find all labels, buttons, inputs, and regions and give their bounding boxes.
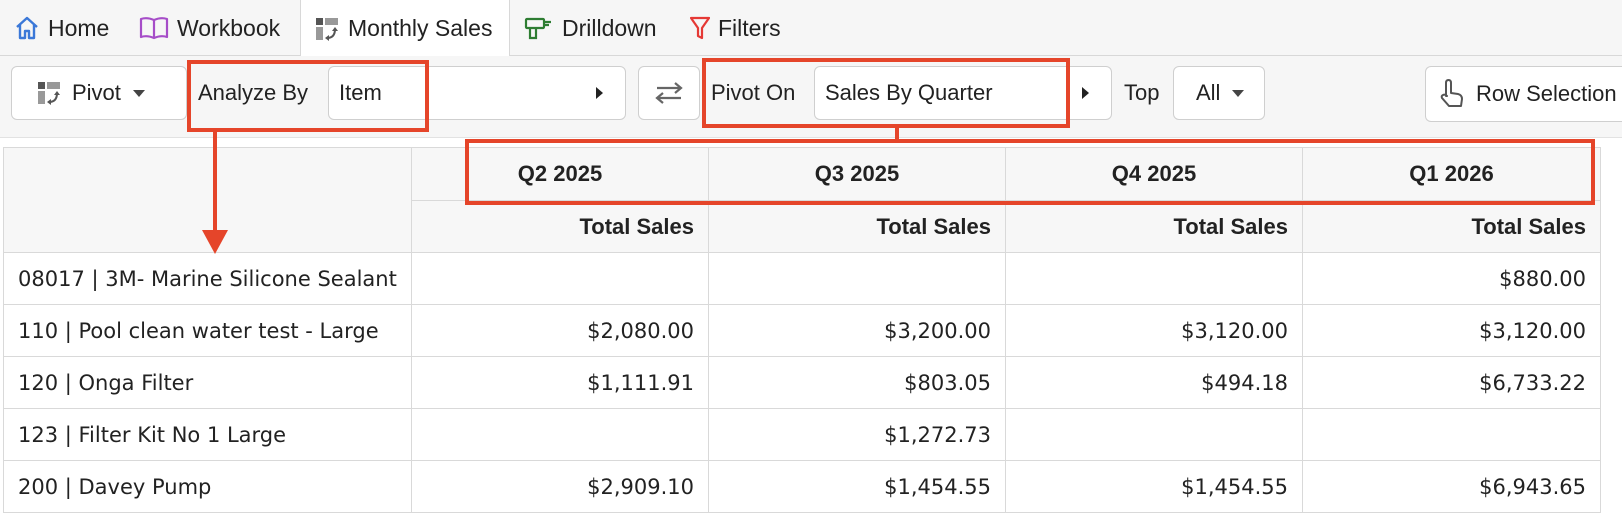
sales-cell: $3,200.00 xyxy=(708,304,1006,357)
pivot-toolbar: Pivot Analyze By Item Pivot On Sales By … xyxy=(0,56,1622,138)
chevron-right-icon xyxy=(596,87,603,99)
sales-cell xyxy=(1005,252,1303,305)
chevron-right-icon xyxy=(1082,87,1089,99)
pivot-icon xyxy=(38,82,60,105)
item-cell: 123 | Filter Kit No 1 Large xyxy=(3,408,412,461)
item-cell: 110 | Pool clean water test - Large xyxy=(3,304,412,357)
pivot-table: Q2 2025 Q3 2025 Q4 2025 Q1 2026 Total Sa… xyxy=(3,147,1601,513)
tab-home[interactable]: Home xyxy=(14,0,109,56)
tab-drilldown[interactable]: Drilldown xyxy=(524,0,657,56)
item-cell: 200 | Davey Pump xyxy=(3,460,412,513)
tab-label: Filters xyxy=(718,14,781,41)
sales-cell xyxy=(411,408,709,461)
measure-header-row: Total Sales Total Sales Total Sales Tota… xyxy=(4,200,1601,253)
sales-cell xyxy=(1005,408,1303,461)
sales-cell: $3,120.00 xyxy=(1302,304,1601,357)
filter-icon xyxy=(690,16,710,40)
corner-header-cell xyxy=(3,147,412,253)
pivot-on-select[interactable]: Sales By Quarter xyxy=(814,66,1112,120)
tab-label: Home xyxy=(48,14,110,41)
quarter-header[interactable]: Q1 2026 xyxy=(1302,147,1601,201)
tab-label: Workbook xyxy=(177,14,281,41)
pivot-on-value: Sales By Quarter xyxy=(825,80,993,105)
chevron-down-icon xyxy=(132,89,145,97)
tab-filters[interactable]: Filters xyxy=(690,0,781,56)
measure-header[interactable]: Total Sales xyxy=(411,200,709,253)
tab-bar: Home Workbook Monthly Sales Drilldown Fi… xyxy=(0,0,1622,57)
drill-icon xyxy=(524,17,551,40)
row-selection-label: Row Selection xyxy=(1476,81,1617,106)
table-row[interactable]: 123 | Filter Kit No 1 Large $1,272.73 xyxy=(3,408,1601,461)
sales-cell xyxy=(1302,408,1601,461)
measure-header[interactable]: Total Sales xyxy=(1302,200,1601,253)
table-row[interactable]: 110 | Pool clean water test - Large $2,0… xyxy=(3,304,1601,357)
sales-cell: $1,454.55 xyxy=(1005,460,1303,513)
pivot-icon xyxy=(316,17,338,41)
measure-header[interactable]: Total Sales xyxy=(708,200,1006,253)
sales-cell: $1,111.91 xyxy=(411,356,709,409)
pivot-on-label: Pivot On xyxy=(711,80,796,105)
chevron-down-icon xyxy=(1232,89,1245,97)
tab-label: Drilldown xyxy=(562,14,657,41)
pivot-button-label: Pivot xyxy=(72,80,121,105)
analyze-by-label: Analyze By xyxy=(198,80,309,105)
table-row[interactable]: 120 | Onga Filter $1,111.91 $803.05 $494… xyxy=(3,356,1601,409)
sales-cell: $3,120.00 xyxy=(1005,304,1303,357)
swap-arrows-icon xyxy=(655,82,683,104)
analyze-by-value: Item xyxy=(339,80,382,105)
top-label: Top xyxy=(1124,80,1160,105)
sales-cell: $803.05 xyxy=(708,356,1006,409)
book-icon xyxy=(139,17,169,40)
home-icon xyxy=(16,16,38,40)
pointer-hand-icon xyxy=(1440,79,1463,107)
pivot-button[interactable]: Pivot xyxy=(11,66,187,120)
sales-cell: $2,080.00 xyxy=(411,304,709,357)
top-select[interactable]: All xyxy=(1173,66,1265,120)
tab-monthly-sales[interactable]: Monthly Sales xyxy=(300,0,510,57)
row-selection-button[interactable]: Row Selection xyxy=(1425,66,1622,122)
sales-cell: $494.18 xyxy=(1005,356,1303,409)
sales-cell xyxy=(708,252,1006,305)
table-row[interactable]: 08017 | 3M- Marine Silicone Sealant $880… xyxy=(3,252,1601,305)
item-cell: 08017 | 3M- Marine Silicone Sealant xyxy=(3,252,412,305)
sales-cell: $6,943.65 xyxy=(1302,460,1601,513)
sales-cell: $1,272.73 xyxy=(708,408,1006,461)
quarter-header[interactable]: Q4 2025 xyxy=(1005,147,1303,201)
sales-cell: $1,454.55 xyxy=(708,460,1006,513)
analyze-by-select[interactable]: Item xyxy=(328,66,626,120)
sales-cell: $6,733.22 xyxy=(1302,356,1601,409)
item-cell: 120 | Onga Filter xyxy=(3,356,412,409)
tab-label: Monthly Sales xyxy=(348,15,493,41)
sales-cell: $880.00 xyxy=(1302,252,1601,305)
top-value: All xyxy=(1196,80,1221,105)
sales-cell xyxy=(411,252,709,305)
table-row[interactable]: 200 | Davey Pump $2,909.10 $1,454.55 $1,… xyxy=(3,460,1601,513)
quarter-header[interactable]: Q2 2025 xyxy=(411,147,709,201)
swap-button[interactable] xyxy=(638,66,700,120)
sales-cell: $2,909.10 xyxy=(411,460,709,513)
tab-workbook[interactable]: Workbook xyxy=(139,0,280,56)
quarter-header[interactable]: Q3 2025 xyxy=(708,147,1006,201)
measure-header[interactable]: Total Sales xyxy=(1005,200,1303,253)
quarter-header-row: Q2 2025 Q3 2025 Q4 2025 Q1 2026 xyxy=(3,147,1601,253)
